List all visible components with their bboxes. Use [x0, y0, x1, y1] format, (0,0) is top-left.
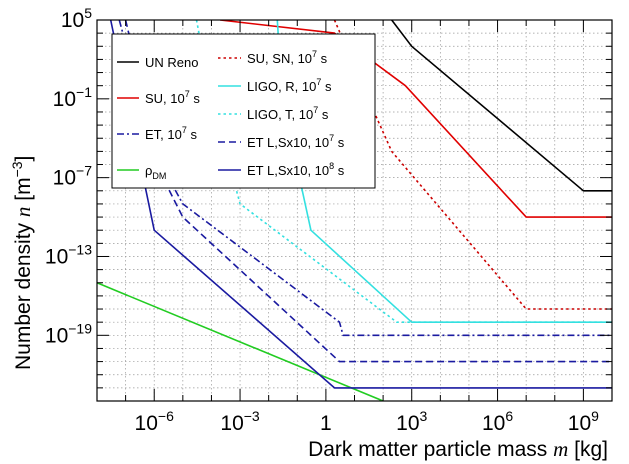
- axis-ticks: [96, 19, 613, 402]
- legend-box: [111, 33, 376, 189]
- x-tick-label: 10−6: [135, 408, 175, 435]
- legend: UN Reno SU, 107 s ET, 107 s ρDM SU, SN, 107 …: [111, 33, 376, 189]
- y-tick-label: 10−7: [53, 163, 93, 190]
- x-axis-title: Dark matter particle mass m [kg]: [308, 437, 608, 461]
- legend-label: ET, 107 s: [145, 125, 197, 142]
- series-line-4: [97, 282, 384, 401]
- x-tick-labels: 10−6 10−3 1 103 106 109: [135, 408, 600, 435]
- y-tick-label: 10−19: [45, 320, 92, 347]
- series-line-3: [118, 20, 612, 337]
- x-tick-label: 10−3: [220, 408, 260, 435]
- x-tick-label: 106: [482, 408, 513, 435]
- legend-label: SU, 107 s: [145, 89, 200, 106]
- legend-label: SU, SN, 107 s: [247, 49, 328, 66]
- x-tick-label: 109: [568, 408, 599, 435]
- y-tick-labels: 105 10−1 10−7 10−13 10−19: [45, 5, 92, 347]
- legend-label: UN Reno: [145, 55, 198, 70]
- x-tick-label: 103: [396, 408, 427, 435]
- y-tick-label: 10−13: [45, 241, 92, 268]
- legend-label: ρDM: [145, 163, 166, 181]
- series-line-2: [220, 20, 612, 218]
- legend-label: ET L,Sx10, 107 s: [247, 133, 345, 150]
- series-line-7: [195, 20, 612, 323]
- y-axis-title: Number density n [m−3]: [9, 156, 35, 370]
- legend-label: LIGO, T, 107 s: [247, 105, 329, 122]
- legend-label: ET L,Sx10, 108 s: [247, 161, 345, 178]
- series-line-1: [391, 20, 612, 192]
- x-tick-label: 1: [320, 412, 332, 435]
- y-tick-label: 105: [61, 5, 92, 32]
- series-line-8: [124, 20, 612, 363]
- legend-label: LIGO, R, 107 s: [247, 77, 332, 94]
- y-tick-label: 10−1: [53, 84, 93, 111]
